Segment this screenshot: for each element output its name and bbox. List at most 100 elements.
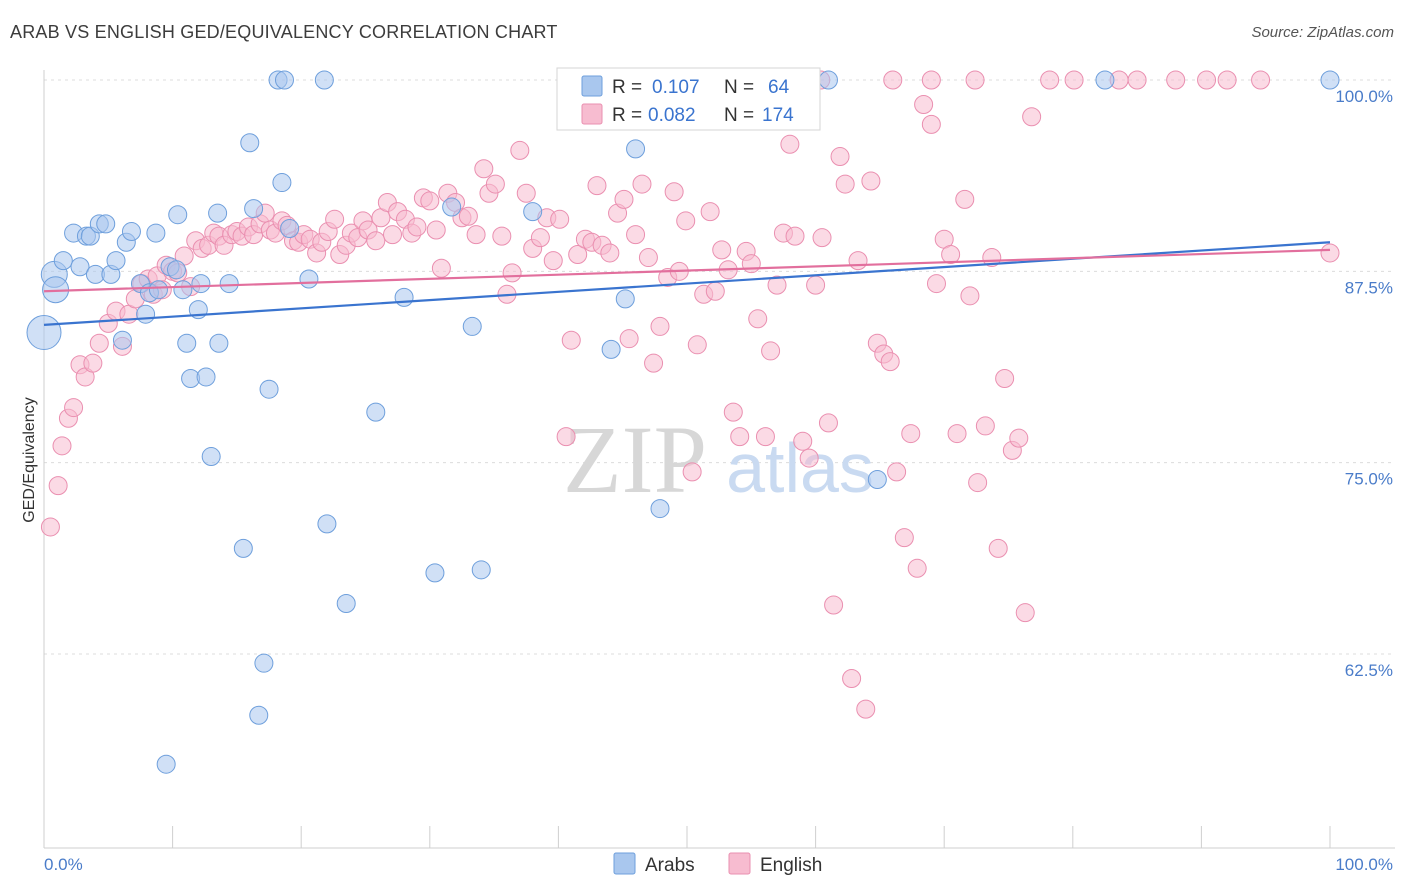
data-point-english <box>89 333 109 353</box>
data-point-english <box>793 431 813 451</box>
data-point-english <box>995 368 1015 388</box>
data-point-english <box>502 263 522 283</box>
y-tick-label: 75.0% <box>1345 470 1393 489</box>
data-point-english <box>676 211 696 231</box>
data-point-english <box>568 244 588 264</box>
y-tick-label: 87.5% <box>1345 278 1393 297</box>
source-label: Source: ZipAtlas.com <box>1251 24 1394 41</box>
legend-r-value-arabs: 0.107 <box>652 77 700 98</box>
data-point-english <box>474 159 494 179</box>
x-tick-labels: 0.0% 100.0% <box>44 855 1393 874</box>
data-point-english <box>723 402 743 422</box>
data-point-arabs <box>299 269 319 289</box>
legend-n-label-arabs: N = <box>724 77 754 98</box>
series-legend-label-arabs: Arabs <box>645 855 695 876</box>
data-point-arabs <box>442 197 462 217</box>
data-point-arabs <box>615 289 635 309</box>
data-point-english <box>650 316 670 336</box>
data-point-english <box>1320 243 1340 263</box>
data-point-english <box>856 699 876 719</box>
data-point-arabs <box>177 333 197 353</box>
data-point-english <box>426 220 446 240</box>
data-point-arabs <box>156 754 176 774</box>
data-point-arabs <box>394 287 414 307</box>
data-point-english <box>914 94 934 114</box>
data-point-arabs <box>818 70 838 90</box>
data-point-english <box>556 427 576 447</box>
data-point-english <box>730 427 750 447</box>
legend-swatch-english <box>581 103 603 125</box>
data-point-english <box>561 330 581 350</box>
data-point-arabs <box>191 274 211 294</box>
data-point-arabs <box>166 260 186 280</box>
axes <box>43 70 1395 849</box>
data-point-english <box>682 462 702 482</box>
data-point-english <box>530 228 550 248</box>
data-point-english <box>780 134 800 154</box>
data-point-english <box>644 353 664 373</box>
data-point-english <box>755 427 775 447</box>
data-point-english <box>907 558 927 578</box>
data-point-english <box>761 341 781 361</box>
y-tick-label: 62.5% <box>1345 661 1393 680</box>
data-point-english <box>83 353 103 373</box>
data-point-english <box>48 476 68 496</box>
data-point-english <box>420 191 440 211</box>
data-point-english <box>516 183 536 203</box>
data-point-arabs <box>96 214 116 234</box>
data-point-english <box>861 171 881 191</box>
data-point-english <box>485 174 505 194</box>
data-point-english <box>965 70 985 90</box>
data-point-english <box>883 70 903 90</box>
data-point-arabs <box>173 280 193 300</box>
data-point-english <box>632 174 652 194</box>
data-point-english <box>901 424 921 444</box>
data-point-arabs <box>274 70 294 90</box>
data-point-english <box>1197 70 1217 90</box>
legend-r-label-arabs: R = <box>612 77 642 98</box>
data-point-english <box>1022 107 1042 127</box>
data-point-arabs <box>601 339 621 359</box>
data-point-english <box>818 413 838 433</box>
data-point-english <box>947 424 967 444</box>
data-point-arabs <box>626 139 646 159</box>
data-point-english <box>988 538 1008 558</box>
data-point-arabs <box>106 251 126 271</box>
data-point-arabs <box>240 133 260 153</box>
y-tick-label: 100.0% <box>1335 87 1393 106</box>
data-point-english <box>52 436 72 456</box>
data-point-english <box>466 225 486 245</box>
data-point-arabs <box>121 222 141 242</box>
data-point-english <box>1251 70 1271 90</box>
data-point-english <box>955 189 975 209</box>
legend-swatch-arabs <box>581 75 603 97</box>
data-point-arabs <box>523 202 543 222</box>
data-point-arabs <box>867 470 887 490</box>
data-point-english <box>407 217 427 237</box>
data-point-english <box>492 226 512 246</box>
x-tick-label: 100.0% <box>1335 855 1393 874</box>
data-point-english <box>383 225 403 245</box>
data-point-english <box>614 189 634 209</box>
legend-r-label-english: R = <box>612 105 642 126</box>
data-point-arabs <box>272 173 292 193</box>
data-point-english <box>968 473 988 493</box>
data-point-english <box>921 70 941 90</box>
data-point-english <box>1040 70 1060 90</box>
data-point-english <box>64 398 84 418</box>
data-point-english <box>638 248 658 268</box>
data-point-arabs <box>26 315 62 351</box>
data-point-arabs <box>259 379 279 399</box>
data-point-arabs <box>70 257 90 277</box>
data-point-arabs <box>249 705 269 725</box>
y-tick-labels: 62.5% 75.0% 87.5% 100.0% <box>1335 87 1393 680</box>
legend-r-value-english: 0.082 <box>648 105 696 126</box>
data-point-english <box>812 228 832 248</box>
stats-legend: R = 0.107 N = 64 R = 0.082 N = 174 <box>556 67 821 131</box>
legend-n-value-arabs: 64 <box>768 77 790 98</box>
data-point-english <box>848 251 868 271</box>
data-point-english <box>712 240 732 260</box>
data-point-english <box>880 352 900 372</box>
data-point-arabs <box>168 205 188 225</box>
data-point-english <box>1064 70 1084 90</box>
